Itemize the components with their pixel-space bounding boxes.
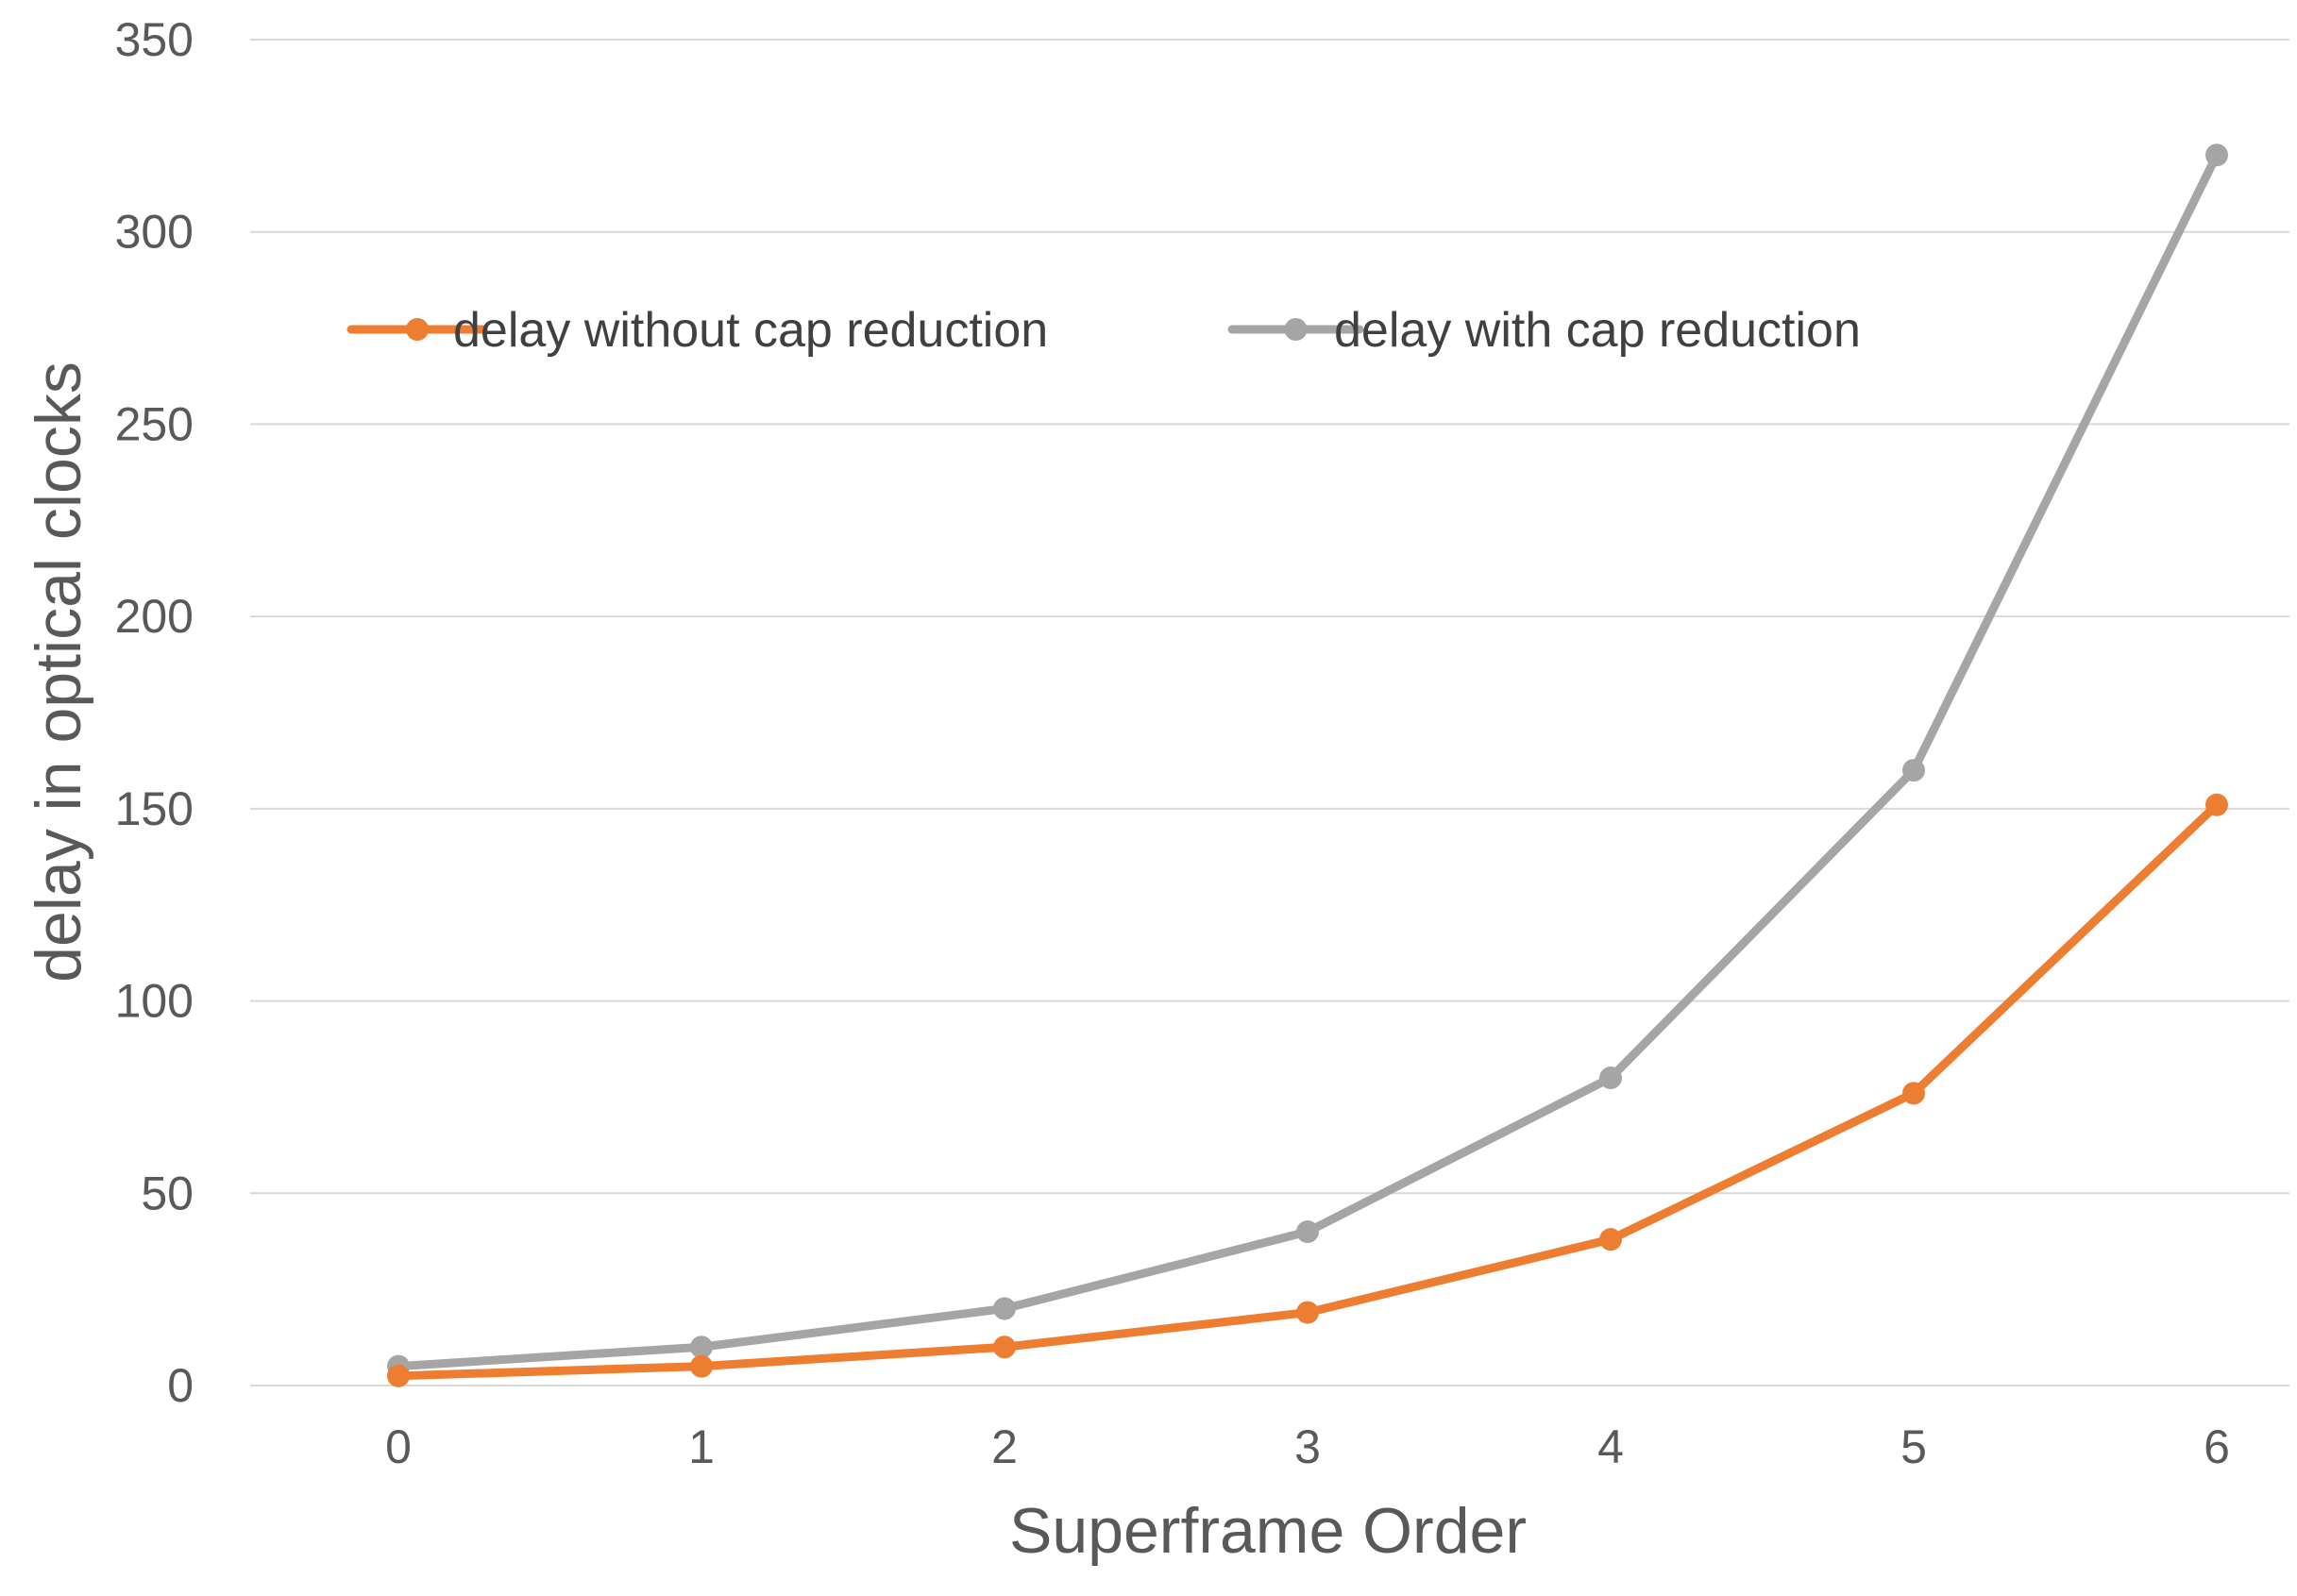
y-axis-title: delay in optical clocks xyxy=(23,361,94,983)
x-axis-ticks: 0 1 2 3 4 5 6 xyxy=(385,1420,2230,1473)
y-tick-label: 50 xyxy=(141,1167,194,1219)
legend-label: delay with cap reduction xyxy=(1334,303,1861,358)
legend-swatch-marker xyxy=(1284,318,1308,341)
x-tick-label: 1 xyxy=(688,1420,715,1473)
x-tick-label: 4 xyxy=(1597,1420,1624,1473)
legend-label: delay without cap reduction xyxy=(453,303,1048,358)
y-tick-label: 100 xyxy=(115,975,194,1028)
data-point xyxy=(2205,793,2228,816)
y-tick-label: 200 xyxy=(115,590,194,643)
y-tick-label: 150 xyxy=(115,782,194,835)
data-point xyxy=(690,1336,713,1359)
data-point xyxy=(2205,143,2228,167)
legend-swatch-marker xyxy=(406,318,429,341)
x-tick-label: 2 xyxy=(991,1420,1018,1473)
data-point xyxy=(1902,1082,1925,1105)
legend-item: delay with cap reduction xyxy=(1227,303,1861,358)
gridlines xyxy=(250,39,2289,1386)
y-axis-ticks: 0 50 100 150 200 250 300 350 xyxy=(115,13,194,1412)
series-line xyxy=(394,800,2221,1381)
y-tick-label: 350 xyxy=(115,13,194,66)
series-0 xyxy=(387,793,2228,1387)
legend-item: delay without cap reduction xyxy=(346,303,1048,358)
data-point xyxy=(1599,1067,1622,1090)
data-point xyxy=(690,1354,713,1378)
data-point xyxy=(1599,1228,1622,1252)
data-point xyxy=(993,1336,1016,1359)
series-layer xyxy=(387,143,2228,1387)
x-axis-title: Superframe Order xyxy=(1009,1495,1527,1567)
x-tick-label: 5 xyxy=(1900,1420,1927,1473)
y-tick-label: 250 xyxy=(115,397,194,450)
legend: delay without cap reduction delay with ca… xyxy=(346,303,1861,358)
data-point xyxy=(1296,1220,1319,1244)
data-point xyxy=(993,1297,1016,1320)
y-tick-label: 0 xyxy=(167,1359,194,1412)
x-tick-label: 3 xyxy=(1294,1420,1321,1473)
x-tick-label: 0 xyxy=(385,1420,412,1473)
y-tick-label: 300 xyxy=(115,206,194,259)
data-point xyxy=(1902,759,1925,782)
data-point xyxy=(1296,1301,1319,1324)
x-tick-label: 6 xyxy=(2204,1420,2230,1473)
data-point xyxy=(387,1364,410,1387)
